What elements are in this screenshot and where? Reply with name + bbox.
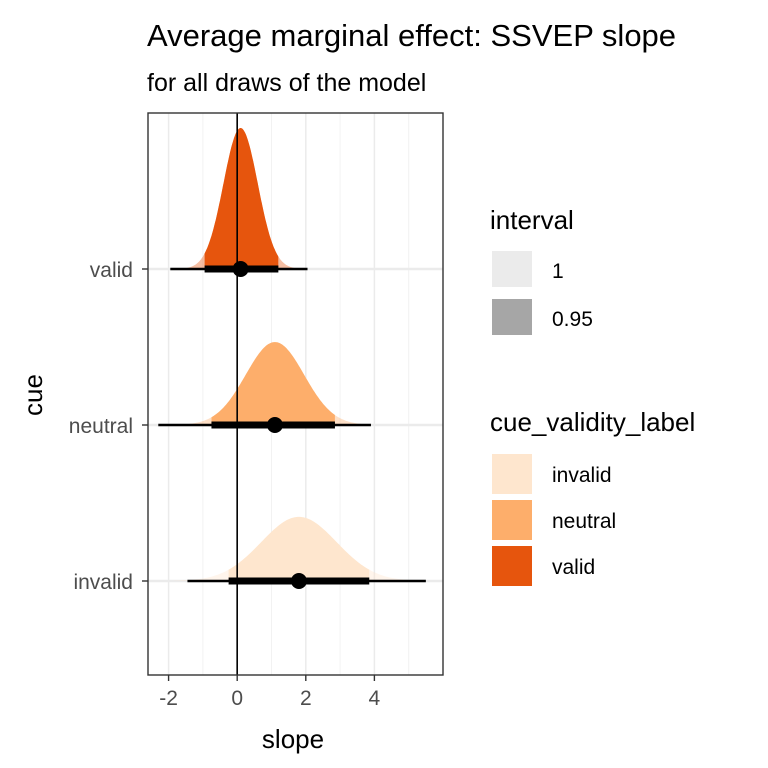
legend-label-invalid: invalid [552,464,612,487]
density-95-invalid [228,516,370,581]
y-tick-label: neutral [69,415,133,438]
median-point-neutral [266,417,283,433]
legend-swatch-invalid [492,454,532,494]
legend-interval: interval 1 0.95 [490,205,593,335]
median-point-invalid [290,573,307,589]
y-tick-label: valid [90,259,133,282]
axes: -2 0 2 4 valid neutral invalid [69,259,381,710]
x-tick-label: 0 [231,687,243,710]
median-point-valid [232,261,249,277]
interval-layer [158,261,426,589]
legend-swatch-valid [492,546,532,586]
legend-label-valid: valid [552,556,595,579]
legend-cue-validity: cue_validity_label invalid neutral valid [490,407,695,586]
x-tick-label: -2 [159,687,178,710]
density-95-valid [204,128,279,269]
legend-cue-validity-title: cue_validity_label [490,407,695,437]
legend-swatch-neutral [492,500,532,540]
density-95-neutral [211,342,335,425]
legend-label-1: 1 [552,260,564,283]
legend-interval-title: interval [490,205,574,235]
legend-label-neutral: neutral [552,510,616,533]
legend-swatch-0.95 [492,299,532,335]
legend-swatch-1 [492,251,532,287]
chart-title: Average marginal effect: SSVEP slope [147,18,676,53]
panel-border [147,112,444,676]
density-layer [174,128,424,581]
y-tick-label: invalid [73,571,133,594]
y-axis-title: cue [18,374,48,416]
x-axis-title: slope [262,724,324,754]
x-tick-label: 4 [369,687,381,710]
legend-label-0.95: 0.95 [552,308,593,331]
x-tick-label: 2 [300,687,312,710]
chart-subtitle: for all draws of the model [147,69,426,97]
